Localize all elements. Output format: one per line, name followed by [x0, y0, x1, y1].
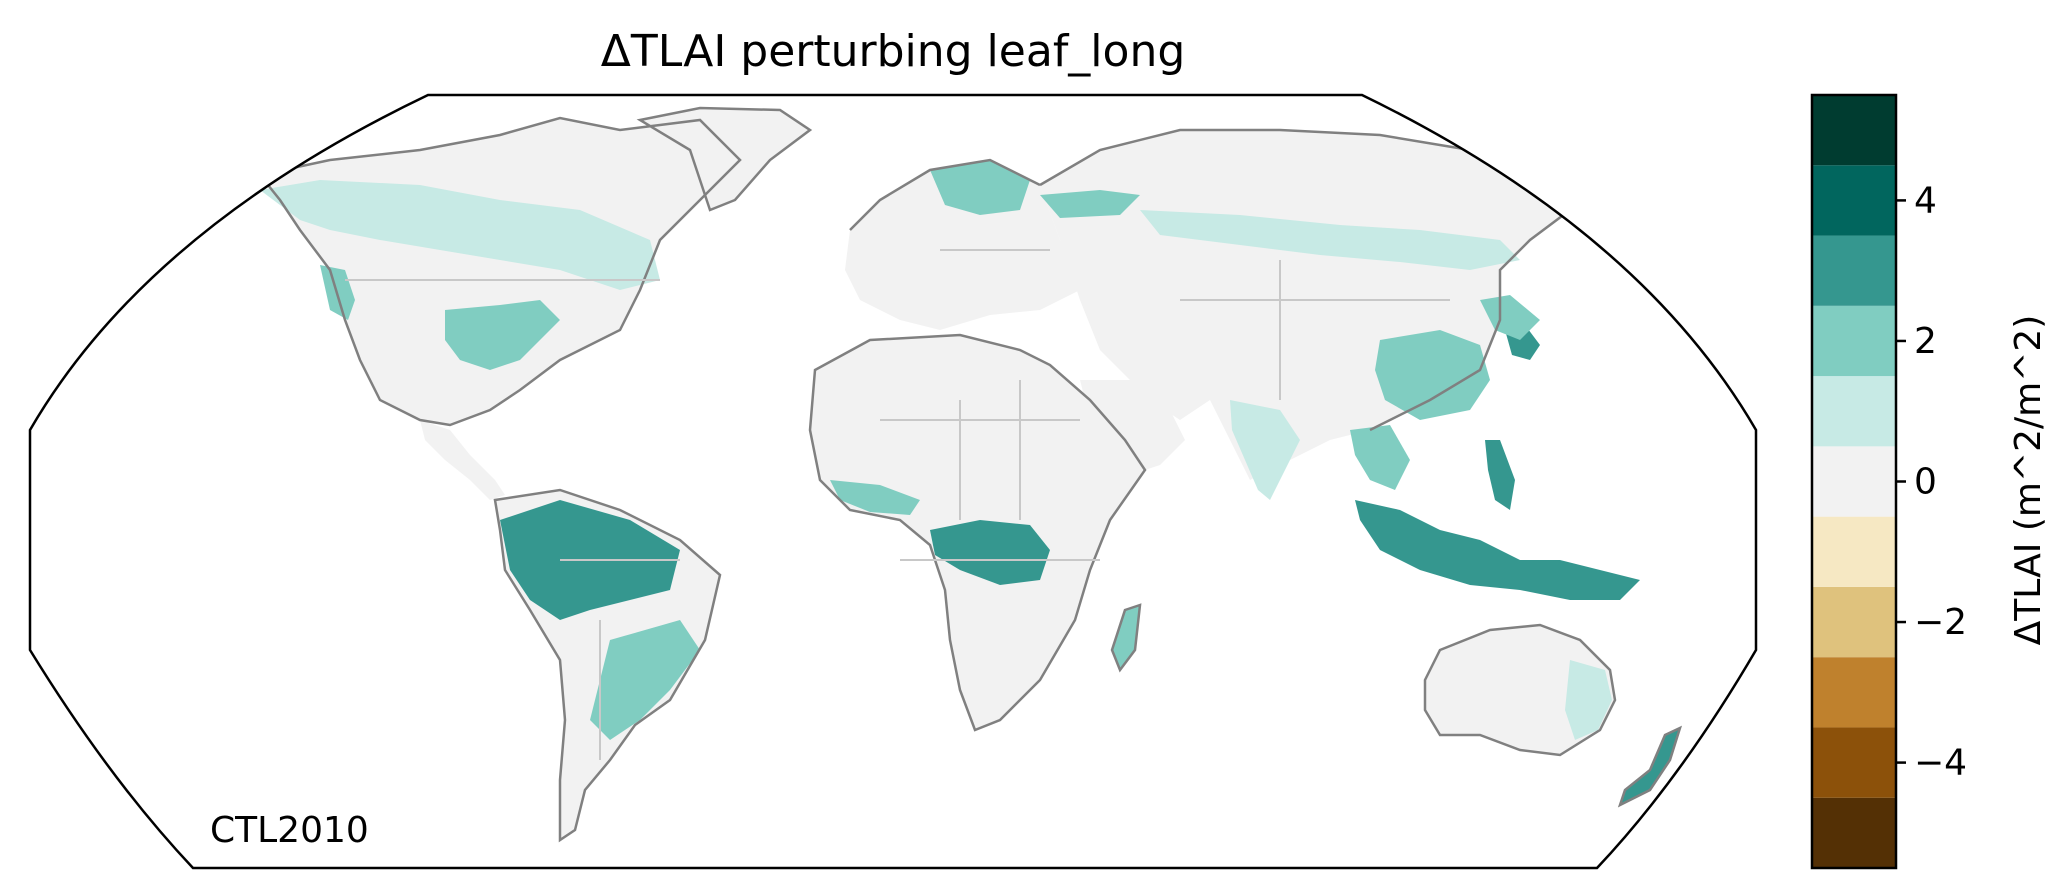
delta-southeast-brazil	[590, 620, 700, 740]
map-title: ΔTLAI perturbing leaf_long	[601, 26, 1186, 77]
country-borders	[345, 249, 1450, 760]
land-new-zealand	[1620, 728, 1680, 805]
colorbar-tick-label-1: −2	[1914, 602, 1967, 643]
colorbar-tick-label-2: 0	[1914, 462, 1937, 503]
colorbar-tick-label-3: 2	[1914, 321, 1937, 362]
delta-eastern-us	[445, 300, 560, 370]
delta-boreal-north-america	[260, 180, 660, 290]
colorbar-tick-label-0: −4	[1914, 743, 1967, 784]
case-label: CTL2010	[210, 810, 369, 851]
land-australia	[1425, 625, 1615, 755]
delta-eastern-china	[1375, 330, 1490, 420]
colorbar-segment-1	[1812, 727, 1896, 798]
colorbar-label: ΔTLAI (m^2/m^2)	[2008, 315, 2049, 646]
delta-west-africa	[830, 480, 920, 515]
map-area	[28, 93, 1758, 870]
land-arabia	[1080, 380, 1185, 475]
colorbar-segment-6	[1812, 376, 1896, 447]
colorbar-tick-label-4: 4	[1914, 180, 1937, 221]
land-maritime-se-asia	[1355, 500, 1640, 600]
land-central-america	[420, 420, 505, 500]
delta-boreal-eurasia	[1040, 190, 1140, 218]
colorbar-segment-4	[1812, 516, 1896, 587]
colorbar-segment-10	[1812, 95, 1896, 166]
delta-australia-east	[1565, 660, 1612, 740]
colorbar-segment-5	[1812, 446, 1896, 517]
land-india	[1230, 400, 1300, 500]
delta-siberia-light	[1140, 210, 1520, 270]
colorbar-segment-2	[1812, 657, 1896, 728]
land-philippines	[1485, 440, 1515, 510]
delta-korea-japan	[1480, 295, 1540, 340]
delta-congo	[930, 520, 1050, 585]
colorbar: −4 −2 0 2 4	[1810, 93, 1967, 870]
colorbar-segment-0	[1812, 797, 1896, 868]
land-greenland	[640, 108, 810, 210]
land-madagascar	[1112, 605, 1140, 670]
delta-europe	[930, 160, 1030, 215]
map-boundary	[28, 93, 1758, 870]
land-layer	[257, 106, 1683, 843]
colorbar-segment-9	[1812, 165, 1896, 236]
colorbar-segment-7	[1812, 305, 1896, 377]
delta-indochina	[1350, 425, 1410, 490]
colorbar-segment-3	[1812, 586, 1896, 658]
colorbar-segment-8	[1812, 235, 1896, 306]
